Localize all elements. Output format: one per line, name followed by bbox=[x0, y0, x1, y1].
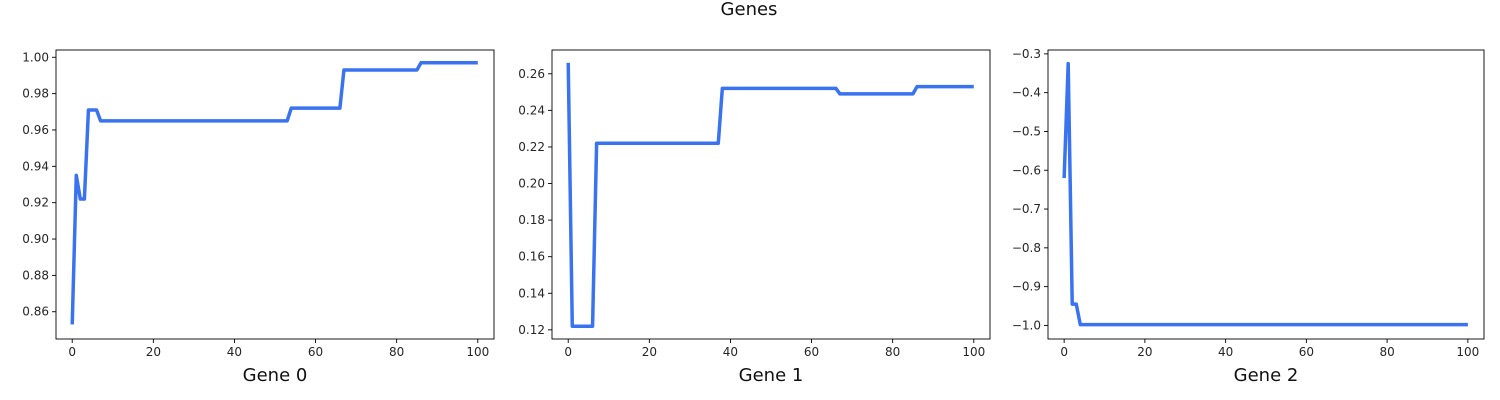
x-tick-label: 0 bbox=[68, 345, 76, 359]
y-tick-label: −0.4 bbox=[1012, 86, 1041, 100]
y-tick-label: 0.14 bbox=[518, 286, 545, 300]
y-tick-label: 0.96 bbox=[22, 123, 49, 137]
axes-frame bbox=[1047, 49, 1485, 340]
x-tick-label: 80 bbox=[1379, 345, 1394, 359]
y-tick-label: −0.7 bbox=[1012, 202, 1041, 216]
y-tick-label: −0.3 bbox=[1012, 47, 1041, 61]
x-tick-label: 80 bbox=[885, 345, 900, 359]
y-tick-label: 0.86 bbox=[22, 305, 49, 319]
x-tick-label: 60 bbox=[308, 345, 323, 359]
y-tick-label: 0.20 bbox=[518, 177, 545, 191]
y-tick-label: 0.12 bbox=[518, 323, 545, 337]
y-tick-label: −0.8 bbox=[1012, 241, 1041, 255]
y-tick-label: 0.26 bbox=[518, 67, 545, 81]
axes-frame bbox=[55, 49, 495, 340]
y-tick-label: 0.92 bbox=[22, 196, 49, 210]
subplot-gene-1: 0 20 40 60 80 100 0.12 0.14 0.16 0.18 0.20 0.22 0.24… bbox=[518, 49, 991, 386]
y-tick-label: 0.90 bbox=[22, 232, 49, 246]
y-tick-label: 0.18 bbox=[518, 213, 545, 227]
x-tick-label: 20 bbox=[642, 345, 657, 359]
y-tick-label: 0.94 bbox=[22, 159, 49, 173]
x-tick-label: 60 bbox=[1299, 345, 1314, 359]
figure-title: Genes bbox=[721, 0, 778, 20]
x-tick-label: 0 bbox=[1060, 345, 1068, 359]
series-line-gene-2 bbox=[1062, 61, 1468, 327]
y-tick-label: 0.98 bbox=[22, 87, 49, 101]
series-line-gene-0 bbox=[70, 60, 478, 325]
x-axis-label: Gene 1 bbox=[739, 365, 804, 386]
x-tick-label: 20 bbox=[146, 345, 161, 359]
y-tick-label: 0.22 bbox=[518, 140, 545, 154]
y-tick-label: −0.9 bbox=[1012, 280, 1041, 294]
x-tick-label: 40 bbox=[723, 345, 738, 359]
subplot-gene-2: 0 20 40 60 80 100 −1.0 −0.9 −0.8 −0.7 −0.6 −0.5 −0.4… bbox=[1012, 47, 1485, 386]
y-tick-label: 0.88 bbox=[22, 268, 49, 282]
y-tick-label: 0.24 bbox=[518, 103, 545, 117]
axes-frame bbox=[551, 49, 991, 340]
x-tick-label: 100 bbox=[962, 345, 985, 359]
y-tick-label: −0.6 bbox=[1012, 163, 1041, 177]
series-line-gene-1 bbox=[566, 62, 974, 328]
y-tick-label: 1.00 bbox=[22, 50, 49, 64]
y-tick-label: 0.16 bbox=[518, 250, 545, 264]
x-tick-label: 100 bbox=[1456, 345, 1479, 359]
x-axis-label: Gene 0 bbox=[243, 365, 308, 386]
subplot-gene-0: 0 20 40 60 80 100 0.86 0.88 0.90 0.92 0.94 0.96 0.98… bbox=[22, 49, 495, 386]
x-tick-label: 0 bbox=[564, 345, 572, 359]
x-tick-label: 60 bbox=[804, 345, 819, 359]
y-tick-label: −0.5 bbox=[1012, 124, 1041, 138]
x-axis-label: Gene 2 bbox=[1234, 365, 1299, 386]
x-tick-label: 40 bbox=[227, 345, 242, 359]
x-tick-label: 20 bbox=[1137, 345, 1152, 359]
x-tick-label: 40 bbox=[1218, 345, 1233, 359]
x-tick-label: 80 bbox=[389, 345, 404, 359]
x-tick-label: 100 bbox=[466, 345, 489, 359]
y-tick-label: −1.0 bbox=[1012, 318, 1041, 332]
